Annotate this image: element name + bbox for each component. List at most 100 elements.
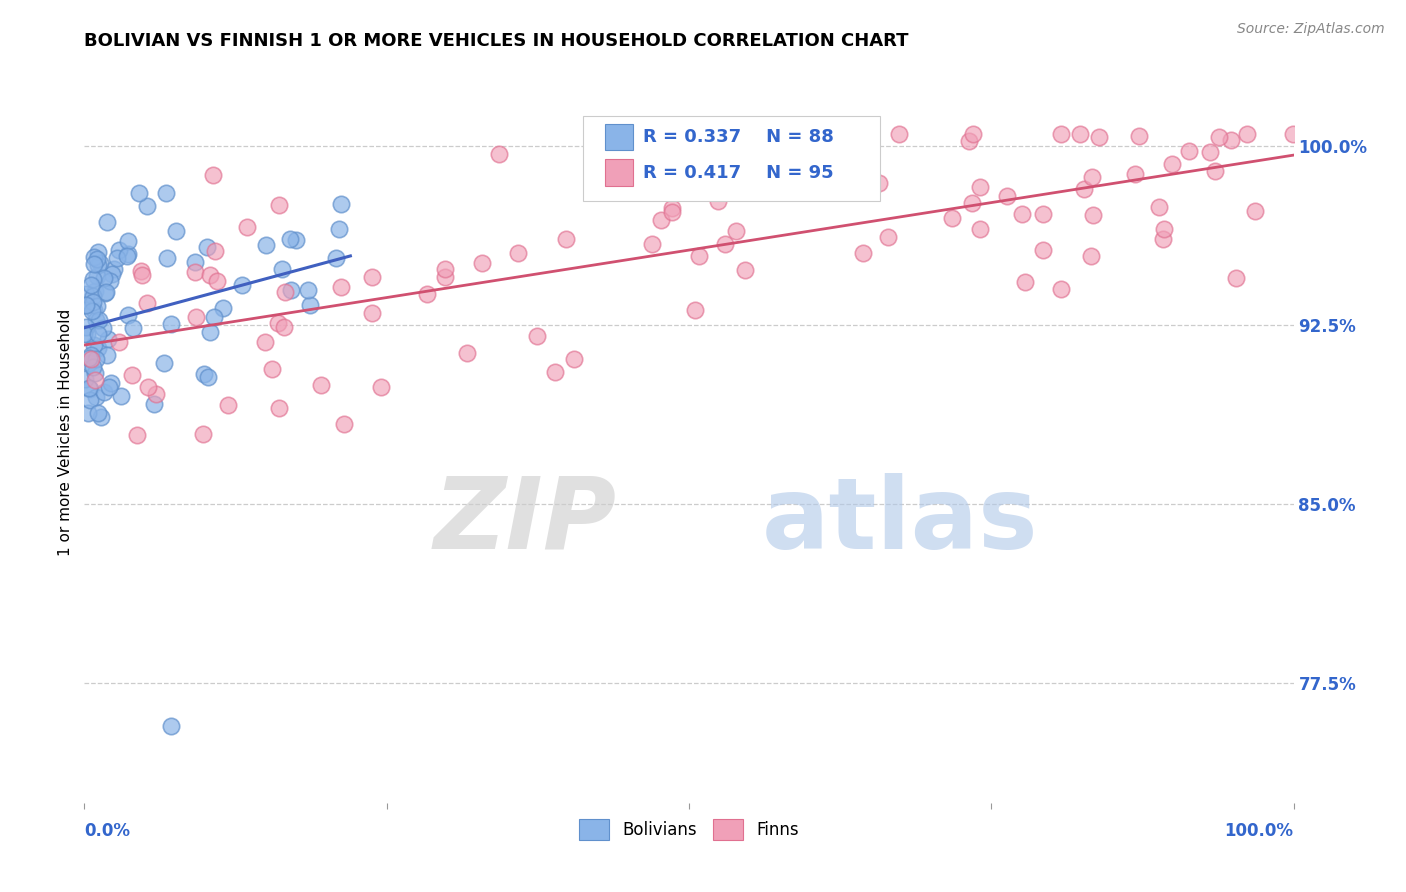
Point xyxy=(1073,182,1095,196)
Point xyxy=(80,352,103,367)
Point xyxy=(77,356,100,370)
Point xyxy=(1080,169,1102,184)
Point xyxy=(105,251,128,265)
Point xyxy=(1050,127,1073,141)
Point xyxy=(83,256,105,270)
Point xyxy=(100,376,122,390)
Point xyxy=(688,249,710,263)
Point xyxy=(198,326,221,340)
Point xyxy=(641,237,664,252)
Point xyxy=(204,244,226,259)
Point xyxy=(333,417,356,431)
Point xyxy=(153,355,176,369)
Point xyxy=(117,234,139,248)
Y-axis label: 1 or more Vehicles in Household: 1 or more Vehicles in Household xyxy=(58,309,73,557)
Point xyxy=(77,351,100,366)
Point xyxy=(544,365,567,379)
Point xyxy=(198,268,221,282)
Point xyxy=(142,396,165,410)
Point xyxy=(93,271,115,285)
Point xyxy=(83,303,105,318)
Point xyxy=(90,410,112,425)
Point xyxy=(82,272,104,286)
Point xyxy=(75,319,97,334)
Point xyxy=(87,406,110,420)
Point xyxy=(84,352,107,367)
Point xyxy=(1225,270,1247,285)
Point xyxy=(1199,145,1222,159)
Point xyxy=(128,186,150,200)
Point xyxy=(75,286,97,301)
Point xyxy=(1080,249,1102,263)
Point xyxy=(212,301,235,316)
Point xyxy=(1032,207,1054,221)
Point xyxy=(91,321,114,335)
Point xyxy=(80,277,103,292)
Point xyxy=(1087,130,1109,145)
Point xyxy=(361,270,384,285)
Point xyxy=(456,346,478,360)
Point xyxy=(79,348,101,362)
Point xyxy=(1149,200,1171,214)
Point xyxy=(693,184,716,198)
Point xyxy=(1244,203,1267,218)
Point xyxy=(236,219,259,234)
Text: 0.0%: 0.0% xyxy=(84,822,131,840)
Point xyxy=(96,215,118,229)
Point xyxy=(159,317,181,331)
Point xyxy=(274,285,297,300)
Point xyxy=(714,236,737,251)
Point xyxy=(231,277,253,292)
Text: BOLIVIAN VS FINNISH 1 OR MORE VEHICLES IN HOUSEHOLD CORRELATION CHART: BOLIVIAN VS FINNISH 1 OR MORE VEHICLES I… xyxy=(84,32,908,50)
Point xyxy=(273,319,295,334)
Point xyxy=(957,134,980,148)
Point xyxy=(267,316,290,330)
Point xyxy=(706,194,728,208)
Point xyxy=(506,246,529,260)
Point xyxy=(108,243,131,257)
Point xyxy=(1011,206,1033,220)
Point xyxy=(83,250,105,264)
Point xyxy=(84,390,107,404)
Point xyxy=(877,230,900,244)
Text: 100.0%: 100.0% xyxy=(1225,822,1294,840)
Point xyxy=(117,308,139,322)
Point xyxy=(1014,275,1036,289)
Point xyxy=(101,267,124,281)
Point xyxy=(661,201,683,215)
Point xyxy=(117,247,139,261)
Point xyxy=(810,163,832,178)
Point xyxy=(84,366,107,380)
Point xyxy=(145,387,167,401)
Point xyxy=(125,428,148,442)
Point xyxy=(1178,144,1201,158)
Point xyxy=(889,127,911,141)
Point xyxy=(269,197,291,211)
Point xyxy=(87,341,110,355)
Point xyxy=(193,368,215,382)
Point xyxy=(73,326,96,341)
Point xyxy=(1032,243,1054,257)
Point xyxy=(75,298,97,312)
Point xyxy=(129,264,152,278)
Point xyxy=(309,378,332,392)
Point xyxy=(734,262,756,277)
Point xyxy=(995,189,1018,203)
Point xyxy=(84,373,107,387)
Point xyxy=(82,294,104,309)
Point xyxy=(136,295,159,310)
Point xyxy=(852,245,875,260)
Point xyxy=(433,270,456,285)
Point xyxy=(1152,232,1174,246)
Point xyxy=(285,234,308,248)
Point xyxy=(202,310,225,324)
Point xyxy=(675,168,697,182)
Point xyxy=(79,382,101,396)
Point xyxy=(941,211,963,226)
Point xyxy=(555,231,578,245)
Point xyxy=(434,262,457,277)
Point xyxy=(94,285,117,300)
Point xyxy=(1153,222,1175,236)
Point xyxy=(370,380,392,394)
Point xyxy=(471,255,494,269)
